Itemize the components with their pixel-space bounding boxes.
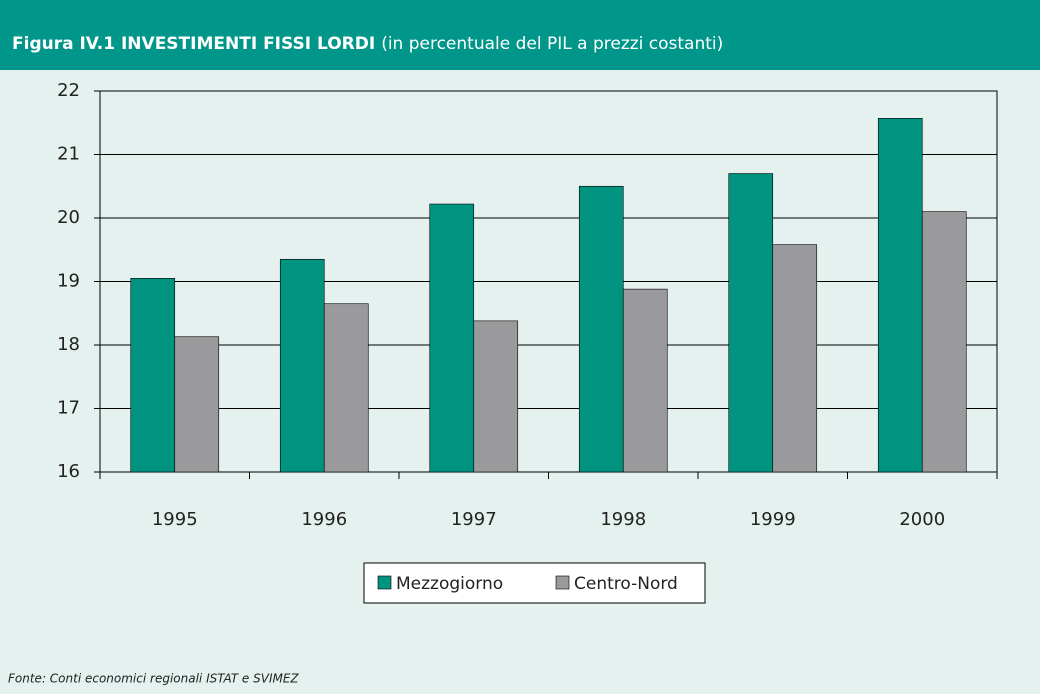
y-tick-label: 17 — [57, 398, 80, 419]
bar — [877, 118, 923, 473]
y-tick-label: 16 — [57, 461, 80, 482]
bar — [578, 185, 624, 473]
chart-title: Figura IV.1 INVESTIMENTI FISSI LORDI (in … — [12, 34, 723, 54]
legend-label: Mezzogiorno — [396, 574, 503, 594]
y-tick-label: 18 — [57, 334, 80, 355]
y-tick-label: 22 — [57, 80, 80, 101]
y-tick-label: 20 — [57, 207, 80, 228]
bar — [921, 211, 967, 473]
x-tick-label: 1998 — [600, 509, 646, 530]
bar — [279, 258, 325, 473]
x-tick-label: 1995 — [152, 509, 198, 530]
bar — [622, 288, 668, 473]
x-tick-label: 2000 — [899, 509, 945, 530]
legend-swatch — [555, 575, 570, 590]
bar — [728, 173, 774, 473]
title: Figura IV.1 INVESTIMENTI FISSI LORDI — [12, 34, 375, 54]
x-tick-label: 1997 — [451, 509, 497, 530]
x-tick-label: 1999 — [750, 509, 796, 530]
bar — [772, 244, 818, 473]
bar — [174, 336, 220, 473]
bar — [130, 278, 176, 473]
x-tick-label: 1996 — [301, 509, 347, 530]
y-tick-label: 19 — [57, 271, 80, 292]
header-band — [0, 0, 1040, 70]
legend-box — [363, 562, 706, 604]
source: Fonte: Conti economici regionali ISTAT e… — [8, 672, 299, 686]
bar — [323, 303, 369, 473]
legend-swatch — [377, 575, 392, 590]
y-tick-label: 21 — [57, 144, 80, 165]
legend-label: Centro-Nord — [574, 574, 678, 594]
bar — [429, 203, 475, 473]
subtitle: (in percentuale del PIL a prezzi costant… — [381, 34, 723, 54]
bar — [473, 320, 519, 473]
